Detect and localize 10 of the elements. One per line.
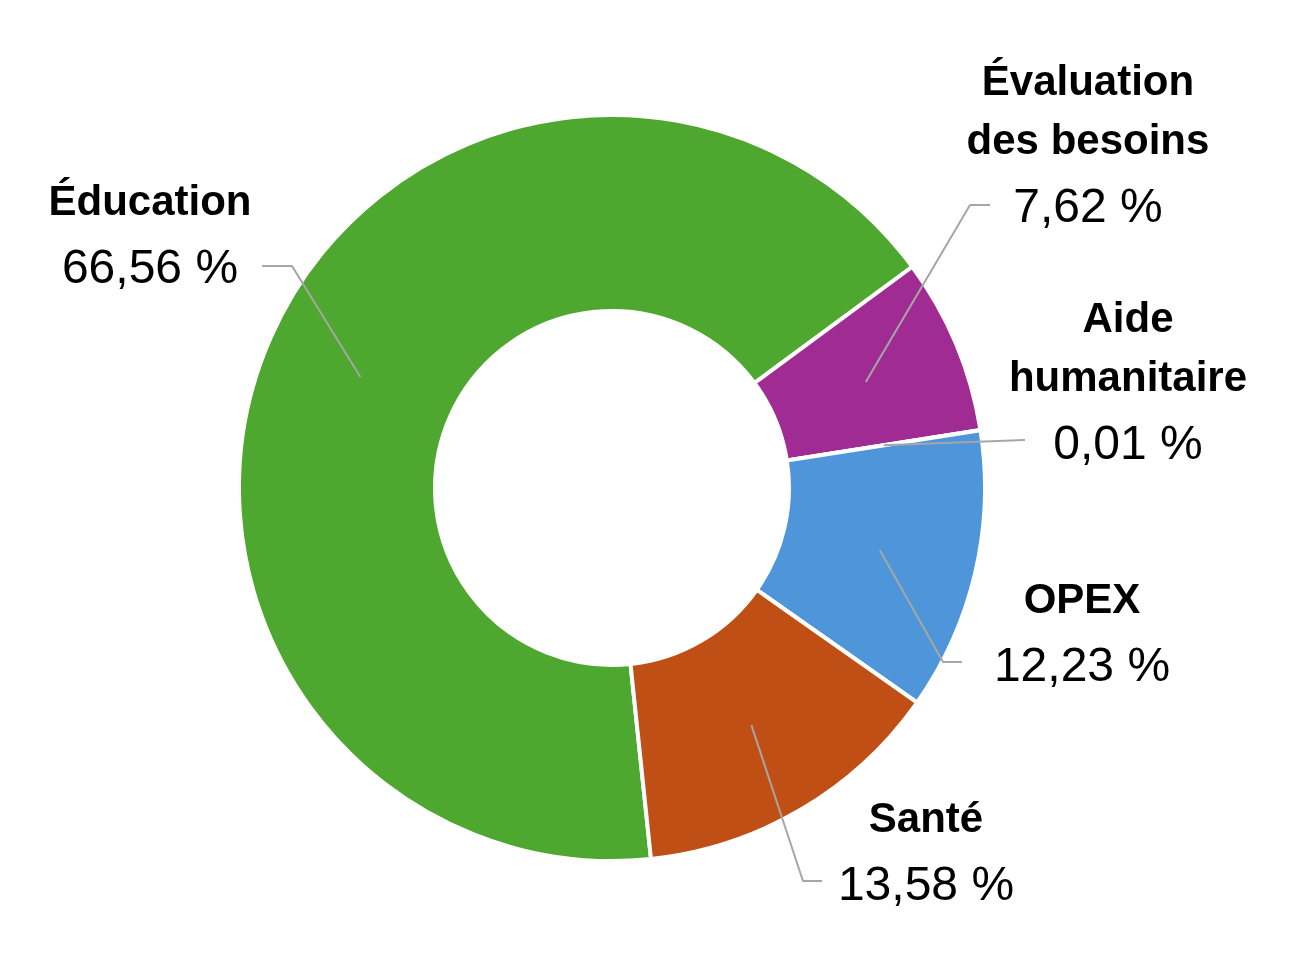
data-label: 7,62 % (1013, 179, 1163, 233)
slice-label: Évaluation des besoins (966, 57, 1210, 164)
slice-label: Santé (868, 794, 984, 842)
data-label: 13,58 % (837, 857, 1015, 911)
data-label: 66,56 % (61, 240, 239, 294)
data-label: 12,23 % (993, 638, 1171, 692)
slice-label: Aide humanitaire (1008, 294, 1248, 401)
slice-label: OPEX (1023, 575, 1141, 623)
slice-label: Éducation (48, 177, 252, 225)
data-label: 0,01 % (1053, 416, 1203, 470)
